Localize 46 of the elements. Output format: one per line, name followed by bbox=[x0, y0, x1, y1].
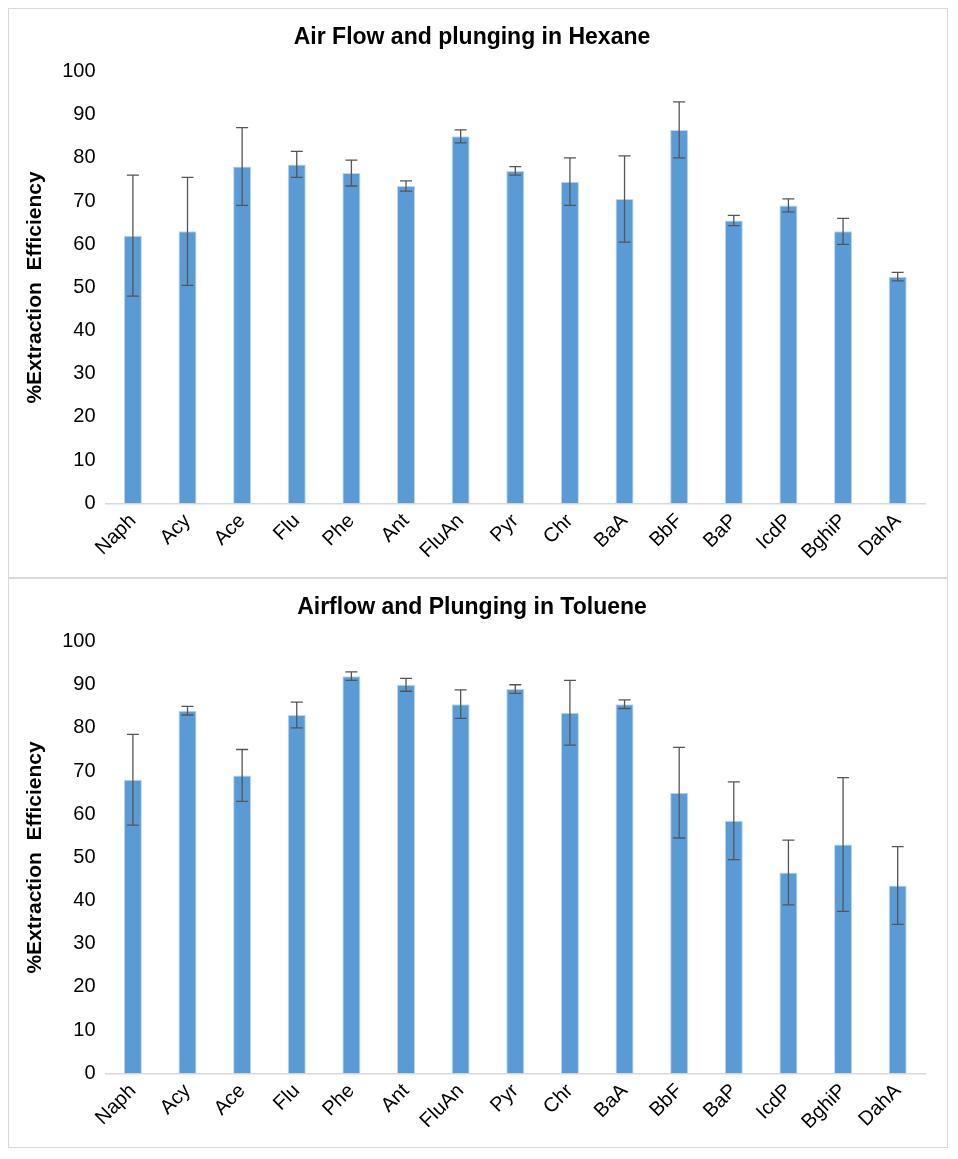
y-tick-label: 30 bbox=[73, 931, 96, 954]
x-tick-label: Flu bbox=[268, 1078, 304, 1115]
y-tick-label: 10 bbox=[73, 1017, 96, 1040]
y-tick-label: 100 bbox=[62, 629, 96, 652]
x-tick-label: Ant bbox=[375, 508, 414, 546]
y-tick-label: 50 bbox=[73, 274, 96, 297]
x-tick-label: Pyr bbox=[485, 508, 523, 546]
x-tick-label: BbF bbox=[644, 1078, 686, 1121]
x-tick-label: Flu bbox=[268, 508, 304, 545]
y-tick-label: 40 bbox=[73, 318, 96, 341]
y-tick-label: 80 bbox=[73, 715, 96, 738]
y-tick-label: 50 bbox=[73, 844, 96, 867]
y-tick-label: 40 bbox=[73, 888, 96, 911]
y-axis-title: %Extraction Efficiency bbox=[22, 171, 46, 404]
x-tick-label: Ace bbox=[208, 508, 249, 549]
y-tick-label: 90 bbox=[73, 672, 96, 695]
y-axis-title: %Extraction Efficiency bbox=[22, 741, 46, 974]
x-tick-label: BbF bbox=[644, 508, 686, 551]
y-tick-label: 70 bbox=[73, 188, 96, 211]
x-tick-label: Acy bbox=[155, 508, 195, 549]
y-tick-label: 60 bbox=[73, 801, 96, 824]
x-tick-label: BaP bbox=[698, 1078, 741, 1122]
y-tick-label: 20 bbox=[73, 404, 96, 427]
x-tick-label: Phe bbox=[317, 1078, 359, 1120]
y-tick-label: 0 bbox=[84, 490, 96, 513]
y-tick-label: 30 bbox=[73, 361, 96, 384]
y-tick-label: 90 bbox=[73, 102, 96, 125]
y-tick-label: 80 bbox=[73, 145, 96, 168]
x-tick-label: BaP bbox=[698, 508, 741, 552]
y-tick-label: 100 bbox=[62, 59, 96, 82]
x-tick-label: Ace bbox=[208, 1078, 249, 1119]
x-tick-label: Acy bbox=[155, 1078, 195, 1119]
x-tick-label: Ant bbox=[375, 1078, 414, 1116]
x-tick-label: BaA bbox=[588, 508, 632, 552]
x-tick-label: Pyr bbox=[485, 1078, 523, 1116]
x-tick-label: Chr bbox=[538, 1078, 577, 1118]
chart-title: Air Flow and plunging in Hexane bbox=[293, 23, 651, 50]
x-tick-label: Phe bbox=[317, 508, 359, 550]
x-tick-label: BaA bbox=[588, 1078, 632, 1122]
x-tick-label: Chr bbox=[538, 508, 577, 548]
y-tick-label: 60 bbox=[73, 231, 96, 254]
y-tick-label: 70 bbox=[73, 758, 96, 781]
y-tick-label: 0 bbox=[84, 1060, 96, 1083]
y-tick-label: 20 bbox=[73, 974, 96, 997]
chart-title: Airflow and Plunging in Toluene bbox=[297, 593, 647, 620]
y-tick-label: 10 bbox=[73, 447, 96, 470]
